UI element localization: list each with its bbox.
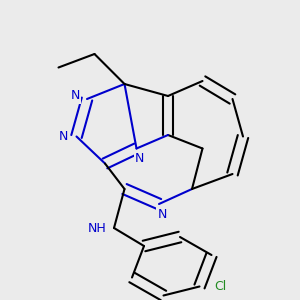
Text: N: N: [135, 152, 144, 166]
Text: N: N: [70, 89, 80, 103]
Text: N: N: [58, 130, 68, 143]
Text: Cl: Cl: [214, 280, 226, 293]
Text: NH: NH: [88, 221, 107, 235]
Text: N: N: [157, 208, 167, 221]
